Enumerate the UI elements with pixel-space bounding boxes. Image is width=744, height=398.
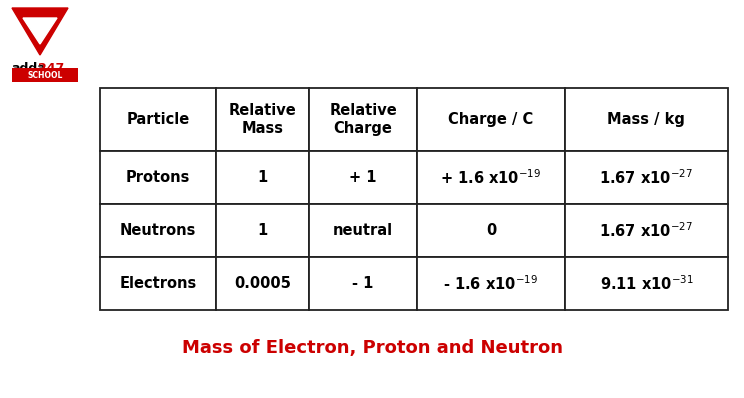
Text: Neutrons: Neutrons: [120, 223, 196, 238]
Text: + 1: + 1: [350, 170, 377, 185]
Bar: [217, 204, 309, 257]
Text: 1: 1: [257, 223, 268, 238]
Bar: [100, 257, 217, 310]
Text: 1.67 x10$^{-27}$: 1.67 x10$^{-27}$: [600, 221, 693, 240]
Text: Mass / kg: Mass / kg: [607, 112, 685, 127]
Polygon shape: [23, 18, 57, 44]
Text: SCHOOL: SCHOOL: [28, 70, 62, 80]
Bar: [417, 257, 565, 310]
Bar: [565, 88, 728, 151]
Bar: [417, 88, 565, 151]
Text: 1.67 x10$^{-27}$: 1.67 x10$^{-27}$: [600, 168, 693, 187]
Bar: [100, 151, 217, 204]
Text: Relative
Mass: Relative Mass: [228, 103, 297, 136]
Bar: [417, 151, 565, 204]
Bar: [309, 257, 417, 310]
Text: 247: 247: [38, 62, 64, 75]
Text: adda: adda: [12, 62, 47, 75]
Bar: [12, 68, 78, 82]
Bar: [565, 151, 728, 204]
Text: 0: 0: [486, 223, 496, 238]
Text: 1: 1: [257, 170, 268, 185]
Bar: [217, 257, 309, 310]
Text: Protons: Protons: [126, 170, 190, 185]
Bar: [565, 257, 728, 310]
Bar: [309, 204, 417, 257]
Text: 0.0005: 0.0005: [234, 276, 291, 291]
Polygon shape: [12, 8, 68, 55]
Bar: [217, 88, 309, 151]
Bar: [565, 204, 728, 257]
Text: Charge / C: Charge / C: [449, 112, 533, 127]
Bar: [217, 151, 309, 204]
Text: Relative
Charge: Relative Charge: [330, 103, 397, 136]
Text: - 1.6 x10$^{-19}$: - 1.6 x10$^{-19}$: [443, 274, 539, 293]
Bar: [417, 204, 565, 257]
Bar: [309, 88, 417, 151]
Text: Mass of Electron, Proton and Neutron: Mass of Electron, Proton and Neutron: [182, 339, 562, 357]
Text: Particle: Particle: [126, 112, 190, 127]
Bar: [309, 151, 417, 204]
Text: - 1: - 1: [353, 276, 373, 291]
Bar: [100, 204, 217, 257]
Bar: [100, 88, 217, 151]
Text: 9.11 x10$^{-31}$: 9.11 x10$^{-31}$: [600, 274, 693, 293]
Text: neutral: neutral: [333, 223, 393, 238]
Text: + 1.6 x10$^{-19}$: + 1.6 x10$^{-19}$: [440, 168, 542, 187]
Text: Electrons: Electrons: [120, 276, 196, 291]
